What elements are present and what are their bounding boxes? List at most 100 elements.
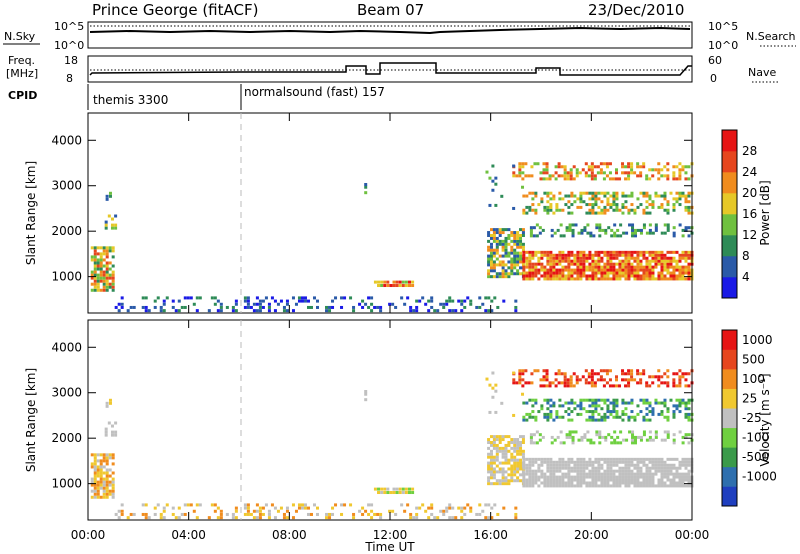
velocity-cell (663, 372, 667, 376)
velocity-cell (495, 455, 499, 459)
velocity-cell (534, 475, 538, 479)
velocity-cell (162, 516, 166, 520)
velocity-cell (558, 415, 562, 419)
velocity-cell (501, 473, 505, 477)
power-cell (543, 191, 547, 195)
velocity-cell (545, 375, 549, 379)
power-cell (219, 302, 223, 306)
power-cell (519, 245, 523, 249)
velocity-cell (636, 460, 640, 464)
velocity-cell (373, 512, 377, 516)
velocity-cell (105, 471, 109, 475)
velocity-cell (687, 441, 691, 445)
velocity-cell (651, 478, 655, 482)
velocity-cell (99, 453, 103, 457)
velocity-cell (579, 463, 583, 467)
power-cell (618, 271, 622, 275)
velocity-cell (678, 369, 682, 373)
velocity-cell (586, 438, 590, 442)
power-cell (487, 239, 491, 243)
power-cell (612, 200, 616, 204)
power-cell (99, 252, 103, 256)
power-cell (633, 271, 637, 275)
velocity-cell (642, 401, 646, 405)
power-cell (343, 296, 347, 300)
power-cell (580, 231, 584, 235)
power-cell (535, 223, 539, 227)
power-cell (675, 197, 679, 201)
velocity-cell (595, 433, 599, 437)
power-cell (543, 205, 547, 209)
velocity-cell (552, 478, 556, 482)
velocity-cell (548, 381, 552, 385)
power-cell (636, 197, 640, 201)
velocity-cell (666, 478, 670, 482)
velocity-cell (495, 435, 499, 439)
velocity-cell (487, 467, 491, 471)
velocity-cell (642, 372, 646, 376)
power-cell (645, 200, 649, 204)
power-cell (681, 274, 685, 278)
velocity-cell (687, 407, 691, 411)
velocity-cell (591, 398, 595, 402)
y-tick-label: 4000 (51, 133, 82, 147)
velocity-cell (525, 401, 529, 405)
power-cell (498, 242, 502, 246)
power-cell (558, 197, 562, 201)
velocity-cell (567, 407, 571, 411)
velocity-cell (104, 427, 108, 431)
power-cell (621, 274, 625, 278)
velocity-cell (591, 472, 595, 476)
power-cell (492, 239, 496, 243)
power-cell (660, 256, 664, 260)
velocity-cell (498, 438, 502, 442)
velocity-cell (325, 516, 329, 520)
velocity-cell (558, 460, 562, 464)
power-cell (663, 191, 667, 195)
power-cell (147, 309, 151, 313)
velocity-cell (576, 478, 580, 482)
power-cell (648, 277, 652, 281)
power-cell (249, 305, 253, 309)
velocity-cell (561, 415, 565, 419)
velocity-cell (519, 435, 523, 439)
velocity-cell (516, 452, 520, 456)
power-cell (421, 296, 425, 300)
power-cell (225, 305, 229, 309)
power-cell (513, 248, 517, 252)
power-cell (642, 165, 646, 169)
power-cell (522, 250, 526, 254)
velocity-cell (570, 398, 574, 402)
velocity-cell (669, 398, 673, 402)
velocity-cell (273, 506, 277, 510)
velocity-cell (510, 479, 514, 483)
velocity-cell (622, 438, 626, 442)
power-cell (585, 203, 589, 207)
power-cell (493, 296, 497, 300)
velocity-cell (273, 516, 277, 520)
velocity-cell (684, 478, 688, 482)
power-cell (552, 268, 556, 272)
power-cell (654, 250, 658, 254)
power-cell (657, 168, 661, 172)
velocity-cell (549, 478, 553, 482)
power-cell (591, 259, 595, 263)
velocity-cell (552, 463, 556, 467)
power-cell (612, 250, 616, 254)
power-cell (537, 268, 541, 272)
power-cell (621, 265, 625, 269)
velocity-cell (579, 401, 583, 405)
power-cell (654, 191, 658, 195)
velocity-cell (605, 381, 609, 385)
power-cell (510, 248, 514, 252)
power-cell (636, 250, 640, 254)
velocity-cell (448, 506, 452, 510)
velocity-cell (648, 435, 652, 439)
power-cell (651, 271, 655, 275)
velocity-xlabel: Time UT (364, 540, 415, 554)
velocity-cell (583, 433, 587, 437)
velocity-cell (364, 398, 368, 402)
power-cell (630, 274, 634, 278)
power-cell (513, 260, 517, 264)
power-cell (415, 305, 419, 309)
